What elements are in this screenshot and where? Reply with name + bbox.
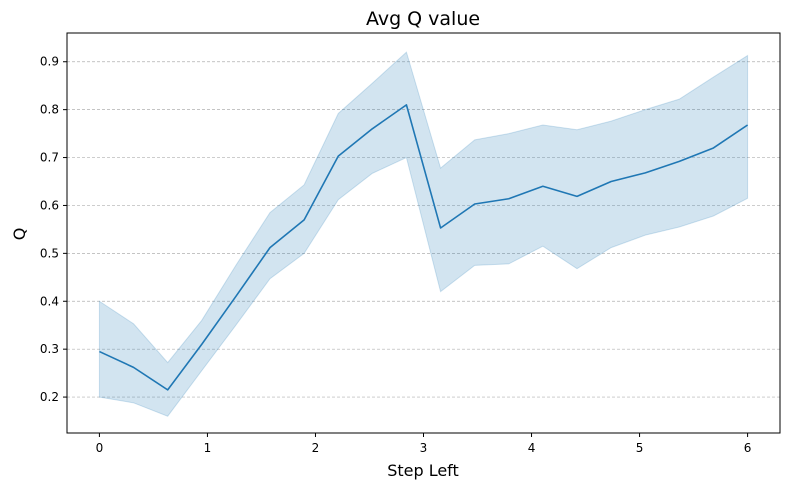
x-tick-label: 6: [744, 441, 752, 455]
x-axis-ticks: 0 1 2 3 4 5 6: [96, 433, 752, 455]
y-tick-label: 0.2: [40, 390, 59, 404]
chart-title: Avg Q value: [366, 8, 480, 30]
series-line: [99, 104, 749, 391]
x-tick-label: 5: [636, 441, 644, 455]
y-tick-label: 0.7: [40, 151, 59, 165]
x-tick-label: 4: [528, 441, 536, 455]
y-tick-label: 0.6: [40, 198, 59, 212]
y-tick-label: 0.5: [40, 246, 59, 260]
x-tick-label: 1: [204, 441, 212, 455]
y-axis-label: Q: [10, 228, 29, 241]
x-tick-label: 3: [420, 441, 428, 455]
confidence-band: [98, 51, 749, 417]
series-line-layer: [99, 104, 749, 391]
x-tick-label: 0: [96, 441, 104, 455]
y-tick-label: 0.8: [40, 103, 59, 117]
x-tick-label: 2: [312, 441, 320, 455]
y-tick-label: 0.9: [40, 55, 59, 69]
y-axis-ticks: 0.2 0.3 0.4 0.5 0.6 0.7 0.8 0.9: [40, 55, 67, 404]
x-axis-label: Step Left: [387, 461, 459, 480]
grid: [67, 61, 780, 398]
confidence-band-layer: [98, 51, 749, 417]
y-tick-label: 0.3: [40, 342, 59, 356]
y-tick-label: 0.4: [40, 294, 59, 308]
